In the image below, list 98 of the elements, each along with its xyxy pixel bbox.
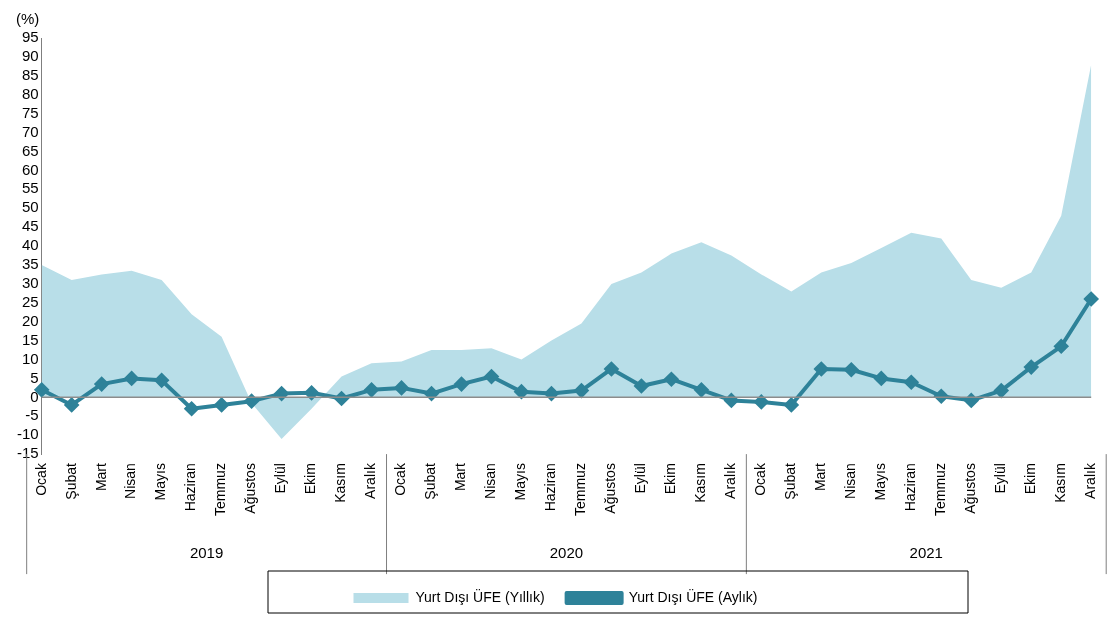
point bbox=[964, 393, 979, 408]
x-tick-label: Ocak bbox=[392, 462, 409, 496]
y-tick-label: 65 bbox=[21, 141, 39, 159]
point bbox=[424, 386, 439, 401]
point bbox=[484, 369, 499, 384]
point bbox=[604, 361, 619, 376]
x-tick-label: Temmuz bbox=[572, 463, 589, 517]
point bbox=[1024, 360, 1039, 375]
y-tick-label: 40 bbox=[21, 236, 39, 254]
x-tick-label: Aralık bbox=[722, 462, 739, 499]
x-tick-label: Haziran bbox=[902, 463, 919, 512]
y-axis-title: (%) bbox=[16, 10, 40, 28]
y-tick-label: 0 bbox=[30, 387, 39, 405]
point bbox=[214, 397, 229, 412]
x-tick-label: Ekim bbox=[662, 463, 679, 495]
legend-label: Yurt Dışı ÜFE (Yıllık) bbox=[415, 587, 545, 605]
point bbox=[274, 386, 289, 401]
y-tick-label: 10 bbox=[21, 349, 39, 367]
point bbox=[694, 382, 709, 397]
y-tick-label: 5 bbox=[30, 368, 39, 386]
y-tick-label: 85 bbox=[21, 65, 39, 83]
x-tick-label: Mayıs bbox=[512, 463, 529, 501]
x-tick-label: Mart bbox=[92, 462, 109, 492]
x-tick-label: Aralık bbox=[1082, 462, 1099, 499]
point bbox=[904, 375, 919, 390]
legend-label: Yurt Dışı ÜFE (Aylık) bbox=[628, 587, 758, 605]
x-tick-label: Ağustos bbox=[242, 463, 259, 514]
x-tick-label: Ekim bbox=[1022, 463, 1039, 495]
point bbox=[784, 397, 799, 412]
point bbox=[994, 383, 1009, 398]
x-tick-label: Kasım bbox=[692, 463, 709, 503]
point bbox=[844, 362, 859, 377]
point bbox=[64, 397, 79, 412]
x-tick-label: Ocak bbox=[32, 462, 49, 496]
y-tick-label: 25 bbox=[21, 292, 39, 310]
y-tick-label: 50 bbox=[21, 198, 39, 216]
x-tick-label: Mart bbox=[452, 462, 469, 492]
y-tick-label: 75 bbox=[21, 103, 39, 121]
y-tick-label: 95 bbox=[21, 28, 39, 46]
text: 2020 bbox=[549, 544, 584, 562]
y-tick-label: 70 bbox=[21, 122, 39, 140]
x-tick-label: Eylül bbox=[272, 463, 289, 494]
x-tick-label: Mart bbox=[812, 462, 829, 492]
point bbox=[124, 371, 139, 386]
y-tick-label: 35 bbox=[21, 255, 39, 273]
point bbox=[244, 394, 259, 409]
point bbox=[814, 361, 829, 376]
point bbox=[664, 372, 679, 387]
x-tick-label: Temmuz bbox=[212, 463, 229, 517]
y-tick-label: -15 bbox=[16, 444, 39, 462]
y-tick-label: 45 bbox=[21, 217, 39, 235]
x-tick-label: Haziran bbox=[542, 463, 559, 512]
point bbox=[394, 380, 409, 395]
text: 2021 bbox=[909, 544, 943, 562]
y-tick-label: -5 bbox=[25, 406, 39, 424]
point bbox=[304, 385, 319, 400]
x-tick-label: Eylül bbox=[632, 463, 649, 494]
text: 2019 bbox=[189, 544, 224, 562]
point bbox=[544, 386, 559, 401]
x-tick-label: Mayıs bbox=[152, 463, 169, 501]
point bbox=[754, 394, 769, 409]
y-tick-label: 80 bbox=[21, 84, 39, 102]
y-tick-label: -10 bbox=[16, 425, 39, 443]
point bbox=[454, 377, 469, 392]
x-tick-label: Ocak bbox=[752, 462, 769, 496]
point bbox=[94, 377, 109, 392]
x-tick-label: Şubat bbox=[422, 463, 439, 500]
x-tick-label: Mayıs bbox=[872, 463, 889, 501]
x-tick-label: Eylül bbox=[992, 463, 1009, 494]
x-tick-label: Şubat bbox=[782, 463, 799, 500]
y-tick-label: 30 bbox=[21, 274, 39, 292]
point bbox=[874, 371, 889, 386]
x-tick-label: Ağustos bbox=[602, 463, 619, 514]
x-tick-label: Ekim bbox=[302, 463, 319, 495]
point bbox=[1054, 339, 1069, 354]
x-tick-label: Nisan bbox=[482, 463, 499, 499]
y-tick-label: 55 bbox=[21, 179, 39, 197]
y-tick-label: 60 bbox=[21, 160, 39, 178]
x-tick-label: Temmuz bbox=[932, 463, 949, 517]
point bbox=[364, 382, 379, 397]
y-tick-label: 15 bbox=[21, 330, 39, 348]
point bbox=[514, 384, 529, 399]
x-tick-label: Kasım bbox=[332, 463, 349, 503]
x-tick-label: Kasım bbox=[1052, 463, 1069, 503]
y-tick-label: 20 bbox=[21, 311, 39, 329]
x-tick-label: Nisan bbox=[122, 463, 139, 499]
x-tick-label: Şubat bbox=[62, 463, 79, 500]
point bbox=[724, 393, 739, 408]
x-tick-label: Aralık bbox=[362, 462, 379, 499]
x-tick-label: Ağustos bbox=[962, 463, 979, 514]
point bbox=[1084, 292, 1099, 307]
point bbox=[184, 401, 199, 416]
point bbox=[154, 373, 169, 388]
y-tick-label: 90 bbox=[21, 47, 39, 65]
x-tick-label: Haziran bbox=[182, 463, 199, 512]
point bbox=[634, 379, 649, 394]
point bbox=[574, 383, 589, 398]
x-tick-label: Nisan bbox=[842, 463, 859, 499]
